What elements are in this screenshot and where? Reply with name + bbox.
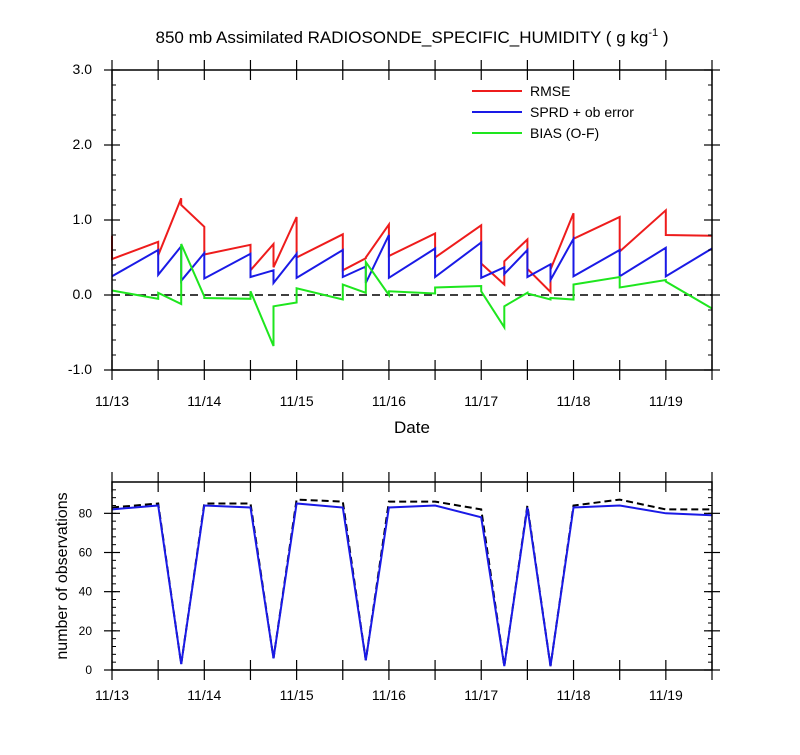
y-tick-label: 20 (79, 624, 93, 638)
y-tick-label: 3.0 (73, 61, 93, 77)
x-tick-label: 11/19 (649, 687, 683, 703)
x-tick-label: 11/18 (557, 393, 591, 409)
x-tick-label: 11/14 (187, 687, 221, 703)
series-line-bias-o-f (111, 243, 713, 347)
legend-label: RMSE (530, 83, 570, 99)
y-tick-label: -1.0 (68, 361, 92, 377)
x-tick-label: 11/15 (280, 393, 314, 409)
y-tick-label: 2.0 (73, 136, 93, 152)
bottom-y-axis-label: number of observations (54, 492, 71, 659)
top-legend: RMSE SPRD + ob error BIAS (O-F) (472, 83, 634, 141)
top-chart-title: 850 mb Assimilated RADIOSONDE_SPECIFIC_H… (156, 27, 669, 47)
x-tick-label: 11/18 (557, 687, 591, 703)
top-x-axis-label: Date (394, 418, 430, 437)
bottom-chart: 0 20 40 60 80 11/13 11/14 11/15 11/16 11/17 11/18 1… (79, 472, 720, 703)
x-tick-label: 11/13 (95, 393, 129, 409)
y-tick-label: 80 (79, 506, 93, 520)
top-chart: -1.0 0.0 1.0 2.0 3.0 11/13 11/14 11/15 11/16 11/1… (68, 60, 720, 409)
x-tick-label: 11/14 (187, 393, 221, 409)
series-line-sprd-ob-error (111, 234, 713, 286)
bottom-plot-frame (111, 481, 713, 671)
series-line-rmse (111, 197, 713, 295)
x-tick-label: 11/16 (372, 687, 406, 703)
y-tick-label: 0.0 (73, 286, 93, 302)
x-tick-label: 11/16 (372, 393, 406, 409)
x-tick-label: 11/13 (95, 687, 129, 703)
y-tick-label: 40 (79, 585, 93, 599)
legend-label: SPRD + ob error (530, 104, 634, 120)
y-tick-label: 0 (85, 663, 92, 677)
obs-line-dashed (111, 498, 712, 667)
y-tick-label: 60 (79, 546, 93, 560)
x-tick-label: 11/15 (280, 687, 314, 703)
x-tick-label: 11/17 (464, 687, 498, 703)
y-tick-label: 1.0 (73, 211, 93, 227)
legend-label: BIAS (O-F) (530, 125, 599, 141)
x-tick-label: 11/19 (649, 393, 683, 409)
obs-line-solid (111, 502, 713, 667)
x-tick-label: 11/17 (464, 393, 498, 409)
